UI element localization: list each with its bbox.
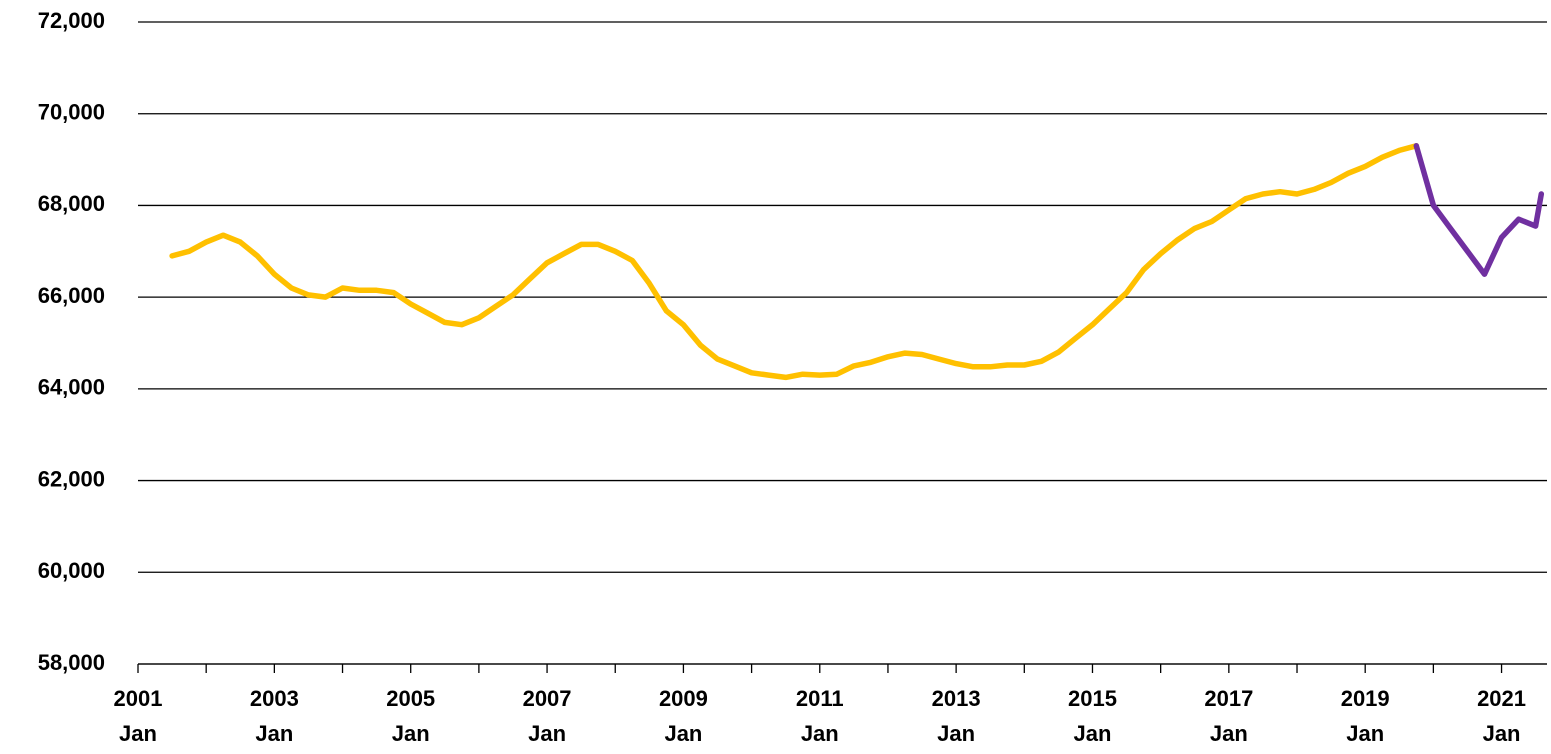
series-line bbox=[169, 143, 1420, 381]
x-tick-label: Jan bbox=[392, 721, 430, 746]
x-tick-label: Jan bbox=[1483, 721, 1521, 746]
x-tick-label: 2005 bbox=[386, 686, 435, 711]
x-tick-label: 2007 bbox=[523, 686, 572, 711]
y-tick-label: 64,000 bbox=[38, 375, 105, 400]
y-tick-label: 70,000 bbox=[38, 100, 105, 125]
x-tick-label: 2019 bbox=[1341, 686, 1390, 711]
x-tick-label: Jan bbox=[255, 721, 293, 746]
x-tick-label: Jan bbox=[119, 721, 157, 746]
x-tick-label: Jan bbox=[664, 721, 702, 746]
y-tick-label: 60,000 bbox=[38, 558, 105, 583]
x-tick-label: Jan bbox=[937, 721, 975, 746]
x-tick-label: 2013 bbox=[932, 686, 981, 711]
y-tick-label: 72,000 bbox=[38, 8, 105, 33]
x-tick-label: 2021 bbox=[1477, 686, 1526, 711]
y-tick-label: 66,000 bbox=[38, 283, 105, 308]
x-tick-label: 2015 bbox=[1068, 686, 1117, 711]
x-tick-label: 2001 bbox=[114, 686, 163, 711]
x-tick-label: 2003 bbox=[250, 686, 299, 711]
x-tick-label: Jan bbox=[1210, 721, 1248, 746]
x-tick-label: 2009 bbox=[659, 686, 708, 711]
x-tick-label: 2011 bbox=[796, 686, 844, 711]
x-tick-label: Jan bbox=[801, 721, 839, 746]
y-tick-label: 68,000 bbox=[38, 191, 105, 216]
x-tick-label: Jan bbox=[528, 721, 566, 746]
x-tick-label: Jan bbox=[1346, 721, 1384, 746]
y-tick-label: 58,000 bbox=[38, 650, 105, 675]
y-tick-label: 62,000 bbox=[38, 466, 105, 491]
x-tick-label: Jan bbox=[1074, 721, 1112, 746]
series-line bbox=[1413, 143, 1545, 277]
x-tick-label: 2017 bbox=[1204, 686, 1253, 711]
